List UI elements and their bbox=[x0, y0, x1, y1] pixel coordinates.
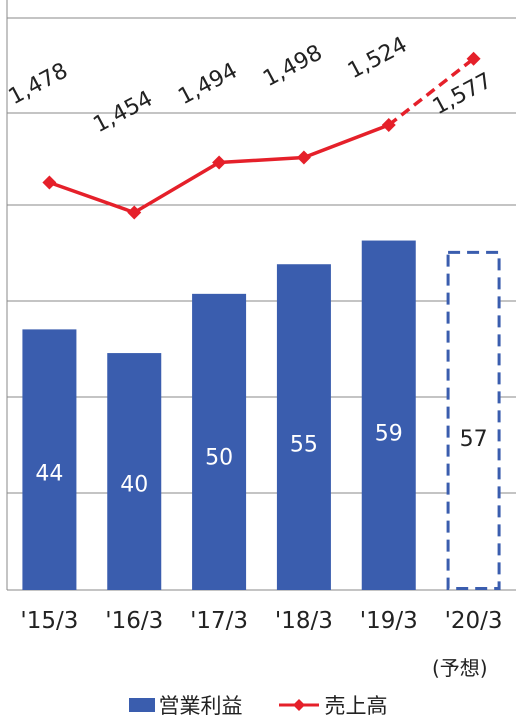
x-axis-tick-labels: '15/3 '16/3 '17/3 '18/3 '19/3 '20/3 bbox=[20, 608, 502, 634]
line-value-label: 1,454 bbox=[90, 86, 157, 138]
line-point bbox=[466, 51, 481, 66]
bar-value-label: 57 bbox=[460, 427, 488, 452]
line-value-label: 1,478 bbox=[5, 58, 72, 110]
x-tick-label: '15/3 bbox=[20, 608, 78, 634]
bar-value-label: 59 bbox=[375, 422, 403, 447]
line-value-label: 1,577 bbox=[429, 68, 496, 120]
gridlines bbox=[7, 17, 516, 494]
line-value-labels: 1,478 1,454 1,494 1,498 1,524 1,577 bbox=[5, 32, 497, 138]
line-series bbox=[42, 51, 481, 220]
line-point bbox=[381, 118, 396, 132]
bar-value-label: 50 bbox=[205, 446, 233, 471]
bar bbox=[276, 264, 331, 590]
bar-value-label: 55 bbox=[290, 432, 318, 457]
legend-bar-swatch-icon bbox=[128, 698, 155, 712]
legend-item-operating-profit: 営業利益 bbox=[128, 690, 243, 720]
forecast-note: (予想) bbox=[432, 656, 488, 680]
plot-frame bbox=[6, 0, 516, 591]
line-point bbox=[42, 175, 57, 190]
x-tick-label: '17/3 bbox=[190, 608, 248, 634]
legend-label-operating-profit: 営業利益 bbox=[158, 694, 243, 718]
x-tick-label: '20/3 bbox=[445, 608, 503, 634]
bar bbox=[192, 293, 247, 590]
line-point bbox=[296, 150, 311, 165]
bar-series bbox=[22, 240, 501, 591]
sales-line-forecast bbox=[387, 57, 475, 127]
bar-value-label: 44 bbox=[35, 462, 63, 487]
line-point bbox=[212, 155, 227, 170]
bar-forecast bbox=[446, 250, 501, 590]
bar bbox=[22, 329, 77, 590]
legend-line-marker-icon bbox=[278, 699, 319, 711]
bar-value-labels: 44 40 50 55 59 57 bbox=[35, 422, 487, 498]
x-tick-label: '19/3 bbox=[360, 608, 418, 634]
line-value-label: 1,494 bbox=[174, 58, 241, 110]
line-value-label: 1,524 bbox=[344, 32, 411, 84]
line-value-label: 1,498 bbox=[259, 40, 326, 92]
legend-label-sales: 売上高 bbox=[324, 694, 388, 718]
bar-value-label: 40 bbox=[120, 472, 148, 497]
x-tick-label: '18/3 bbox=[275, 608, 333, 634]
legend-item-sales: 売上高 bbox=[277, 690, 388, 720]
legend: 営業利益 売上高 bbox=[0, 690, 516, 720]
bar bbox=[361, 240, 416, 591]
bar bbox=[107, 353, 162, 590]
line-point bbox=[127, 205, 142, 220]
x-tick-label: '16/3 bbox=[105, 608, 163, 634]
